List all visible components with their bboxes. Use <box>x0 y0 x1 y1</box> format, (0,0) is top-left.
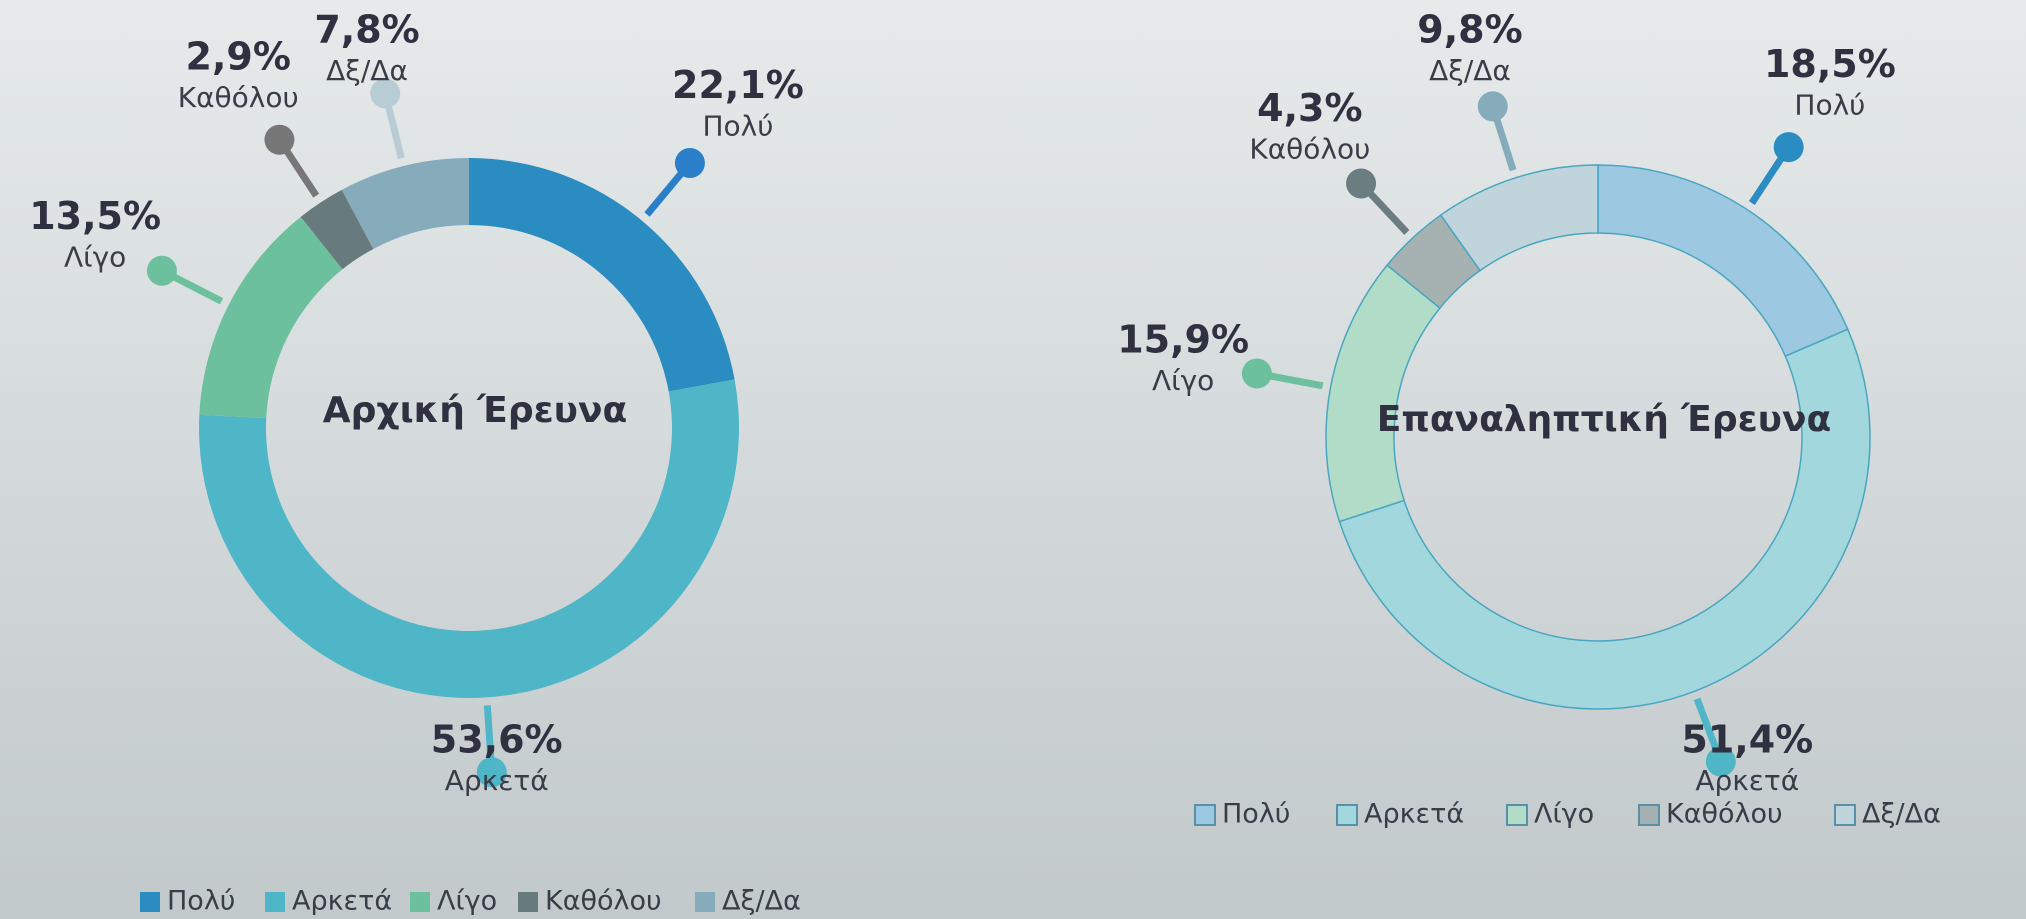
legend-swatch <box>1336 804 1358 826</box>
legend-label: Καθόλου <box>545 886 662 917</box>
donut-slice <box>1325 264 1441 523</box>
chart-title: Αρχική Έρευνα <box>323 390 627 431</box>
category-label: Πολύ <box>1794 88 1865 121</box>
category-label: Λίγο <box>1152 364 1214 397</box>
legend-label: Πολύ <box>167 886 235 917</box>
legend-label: Αρκετά <box>1364 799 1464 830</box>
value-label: 15,9% <box>1117 317 1249 361</box>
legend-swatch <box>1506 804 1528 826</box>
leader-dot <box>1773 132 1804 163</box>
value-label: 22,1% <box>672 63 804 107</box>
legend-label: Λίγο <box>1534 799 1594 830</box>
leader-dot <box>476 757 507 788</box>
legend-label: Καθόλου <box>1666 799 1783 830</box>
category-label: Δξ/Δα <box>326 54 408 87</box>
category-label: Καθόλου <box>178 81 299 114</box>
legend-swatch <box>1834 804 1856 826</box>
legend-swatch <box>265 892 285 912</box>
value-label: 2,9% <box>186 35 291 79</box>
donut-slice <box>199 216 343 419</box>
legend-swatch <box>1194 804 1216 826</box>
leader-dot <box>674 148 705 179</box>
leader-dot <box>146 255 177 286</box>
category-label: Καθόλου <box>1249 133 1370 166</box>
legend-swatch <box>140 892 160 912</box>
leader-dot <box>1477 91 1508 122</box>
legend-label: Πολύ <box>1222 799 1290 830</box>
leader-dot <box>1705 746 1736 777</box>
value-label: 9,8% <box>1417 8 1522 52</box>
donut-slice <box>341 158 469 249</box>
donut-slice <box>198 379 740 698</box>
leader-dot <box>264 124 295 155</box>
donut-slice <box>300 189 374 270</box>
category-label: Δξ/Δα <box>1429 54 1511 87</box>
value-label: 18,5% <box>1764 42 1896 86</box>
leader-dot <box>1241 358 1272 389</box>
category-label: Λίγο <box>64 241 126 274</box>
legend-swatch <box>1638 804 1660 826</box>
donut-slice <box>1338 328 1871 710</box>
category-label: Πολύ <box>702 109 773 142</box>
category-label: Αρκετά <box>1695 764 1799 797</box>
legend-label: Δξ/Δα <box>722 886 801 917</box>
chart-title: Επαναληπτική Έρευνα <box>1377 399 1832 440</box>
legend-label: Αρκετά <box>292 886 392 917</box>
legend-swatch <box>410 892 430 912</box>
value-label: 4,3% <box>1257 86 1362 130</box>
leader-dot <box>370 78 401 109</box>
legend-swatch <box>518 892 538 912</box>
value-label: 53,6% <box>431 718 563 762</box>
category-label: Αρκετά <box>445 764 549 797</box>
legend-label: Λίγο <box>437 886 497 917</box>
legend-label: Δξ/Δα <box>1862 799 1941 830</box>
donut-slice <box>1597 164 1849 358</box>
donut-slice <box>469 158 735 392</box>
value-label: 7,8% <box>314 8 419 52</box>
donut-slice <box>1439 164 1599 272</box>
leader-dot <box>1346 168 1377 199</box>
value-label: 51,4% <box>1681 718 1813 762</box>
legend-swatch <box>695 892 715 912</box>
value-label: 13,5% <box>29 194 161 238</box>
